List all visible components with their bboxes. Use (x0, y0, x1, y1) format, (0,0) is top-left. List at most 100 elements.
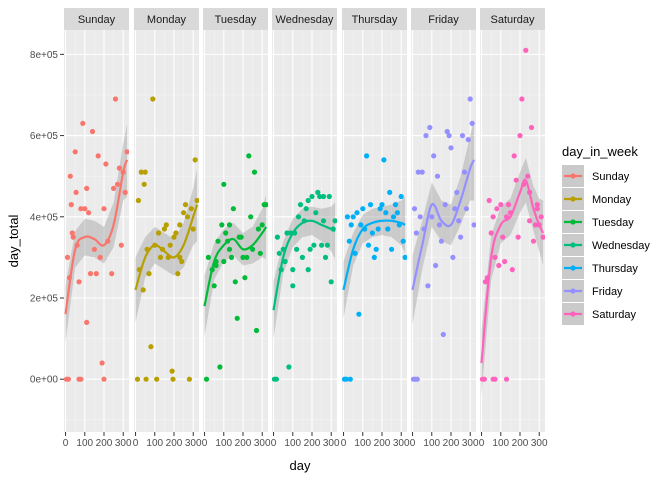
x-tick-label: 300 (462, 438, 479, 449)
data-point (244, 254, 250, 260)
data-point (177, 222, 183, 228)
data-point (86, 210, 92, 216)
data-point (463, 206, 469, 212)
data-point (141, 181, 147, 187)
x-tick-label: 0 (479, 438, 485, 449)
data-point (375, 226, 381, 232)
data-point (488, 230, 494, 236)
data-point (242, 275, 248, 281)
data-point (320, 218, 327, 224)
facet-strip (480, 8, 545, 30)
smooth-line (134, 204, 199, 291)
data-point (502, 258, 508, 265)
legend-item-wednesday: Wednesday (562, 234, 650, 256)
data-point (238, 234, 244, 240)
x-tick-label: 100 (146, 438, 163, 449)
data-point (274, 234, 280, 240)
data-point (367, 202, 374, 208)
data-point (67, 173, 73, 179)
data-point (352, 250, 358, 256)
data-point (226, 246, 233, 252)
x-tick-label: 0 (202, 438, 208, 449)
legend-item-tuesday: Tuesday (562, 211, 634, 233)
data-point (138, 169, 144, 175)
data-point (467, 96, 473, 102)
data-point (169, 368, 175, 374)
data-point (273, 376, 279, 382)
data-point (143, 376, 149, 382)
data-point (203, 376, 210, 382)
data-point (69, 230, 75, 236)
x-tick-label: 0 (63, 438, 69, 449)
legend-item-thursday: Thursday (562, 257, 638, 279)
data-point (446, 133, 452, 139)
x-axes: 0 100 200 300 0 100 200 300 0 100 200 300 0 100 200 300… (63, 432, 548, 449)
data-point (124, 149, 129, 155)
smooth-line (480, 178, 545, 364)
data-point (315, 189, 321, 195)
x-tick-label: 100 (492, 438, 509, 449)
data-point (511, 153, 517, 159)
data-point (394, 210, 400, 216)
data-point (219, 222, 225, 228)
legend: day_in_week Sunday Monday Tuesday Wednesday… (562, 144, 650, 325)
x-tick-label: 200 (304, 438, 321, 449)
data-point (248, 214, 254, 220)
x-tick-label: 200 (96, 438, 113, 449)
data-point (142, 169, 148, 175)
legend-label: Saturday (592, 309, 637, 321)
data-point (150, 96, 156, 102)
data-point (157, 254, 164, 260)
data-point (99, 360, 105, 366)
data-point (181, 210, 187, 216)
smooth-line (203, 226, 268, 307)
legend-key-point (570, 196, 576, 202)
data-point (305, 267, 311, 273)
data-point (112, 96, 119, 102)
data-point (450, 254, 456, 260)
data-point (381, 157, 387, 163)
data-point (469, 120, 475, 126)
legend-key-point (570, 265, 576, 271)
facet-strip-label: Sunday (78, 14, 116, 26)
facet-strip-label: Saturday (490, 14, 535, 26)
data-point (317, 193, 323, 200)
x-tick-label: 300 (531, 438, 548, 449)
data-point (148, 344, 154, 350)
data-point (282, 258, 288, 265)
facet-panels: Sunday Monday Tuesday Wednesday Thursday Frid… (64, 8, 545, 432)
legend-label: Tuesday (592, 217, 634, 229)
data-point (427, 124, 433, 131)
facet-strip (203, 8, 268, 30)
data-point (213, 262, 219, 269)
smooth-line (64, 159, 129, 315)
y-tick-label: 8e+05 (30, 50, 59, 61)
data-point (436, 222, 443, 228)
facet-strip-label: Friday (428, 14, 459, 26)
facet-panel-friday: Friday (411, 8, 476, 432)
data-point (146, 271, 152, 277)
data-point (411, 206, 418, 212)
data-point (392, 202, 399, 208)
data-point (109, 271, 115, 277)
data-point (415, 169, 421, 175)
data-point (134, 376, 141, 382)
facet-strip (272, 8, 337, 30)
data-point (223, 230, 229, 236)
x-tick-label: 300 (254, 438, 271, 449)
facet-panel-monday: Monday (134, 8, 199, 432)
data-point (379, 202, 385, 208)
data-point (234, 315, 240, 321)
data-point (111, 185, 117, 191)
data-point (205, 254, 211, 260)
x-tick-label: 0 (133, 438, 139, 449)
panel-plot-area (134, 30, 199, 432)
data-point (486, 197, 492, 204)
facet-strip-label: Wednesday (276, 14, 334, 26)
data-point (95, 153, 101, 159)
data-point (230, 206, 236, 212)
panel-background (64, 30, 129, 432)
data-point (72, 149, 78, 155)
data-point (68, 202, 74, 208)
